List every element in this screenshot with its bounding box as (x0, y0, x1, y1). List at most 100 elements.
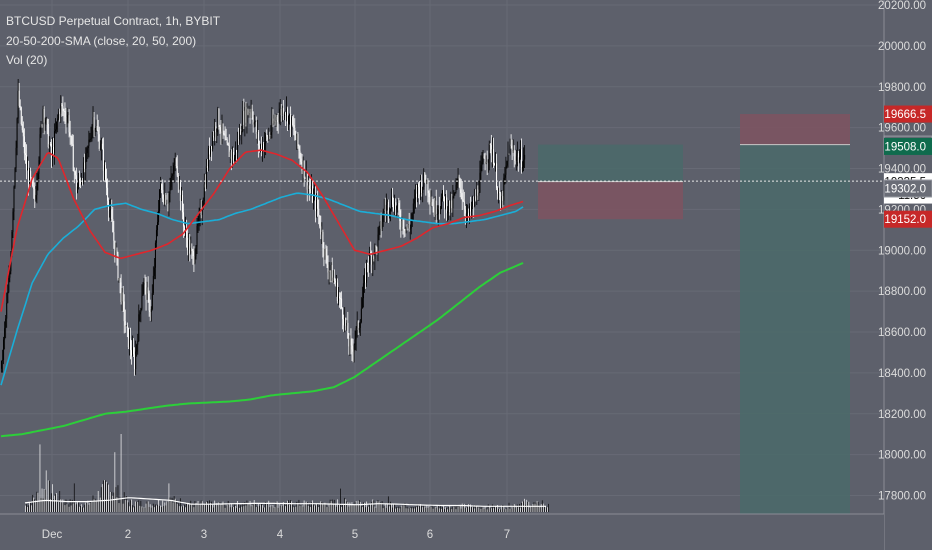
candle-body (377, 234, 379, 252)
volume-bar (40, 497, 42, 512)
candle-body (110, 209, 112, 210)
candle-body (16, 118, 18, 148)
candle-body (507, 153, 509, 162)
volume-bar (282, 502, 284, 512)
volume-bar (99, 497, 101, 512)
candle-body (82, 180, 84, 183)
volume-bar (379, 502, 381, 512)
volume-bar (506, 508, 508, 512)
candle-body (361, 298, 363, 309)
volume-bar (203, 504, 205, 512)
volume-bar (272, 504, 274, 512)
candle-body (28, 168, 30, 184)
volume-bar (419, 506, 420, 512)
volume-bar (77, 501, 78, 512)
candle-body (344, 317, 346, 326)
price-tick-label: 18400.00 (878, 368, 926, 380)
volume-bar (190, 500, 192, 512)
volume-bar (491, 504, 493, 512)
candle-body (155, 230, 157, 243)
volume-bar (73, 483, 75, 512)
candle-body (48, 144, 50, 148)
volume-bar (307, 505, 309, 512)
volume-bar (495, 506, 496, 512)
candle-body (340, 298, 342, 300)
volume-bar (118, 503, 120, 512)
volume-bar (449, 505, 451, 512)
candle-body (322, 231, 324, 248)
volume-bar (375, 507, 377, 512)
volume-bar (174, 498, 176, 512)
candle-body (448, 200, 450, 211)
volume-bar (504, 509, 506, 512)
candle-body (235, 150, 236, 159)
volume-bar (479, 506, 481, 512)
candle-body (244, 106, 246, 125)
price-axis[interactable] (884, 0, 932, 550)
volume-bar (354, 501, 356, 512)
volume-bar (355, 501, 357, 512)
candle-body (107, 187, 109, 201)
candle-body (184, 226, 186, 231)
candle-body (88, 139, 90, 147)
candle-body (178, 182, 180, 184)
volume-bar (303, 500, 305, 512)
volume-legend[interactable]: Vol (20) (6, 53, 48, 67)
candle-body (475, 196, 477, 201)
candle-body (356, 321, 358, 329)
candle-body (33, 185, 35, 189)
candle-body (134, 354, 136, 370)
volume-bar (46, 499, 48, 512)
volume-bar (441, 508, 442, 512)
position-profit-zone[interactable] (740, 144, 850, 514)
sma-legend[interactable]: 20-50-200-SMA (close, 20, 50, 200) (6, 33, 197, 48)
volume-bar (299, 505, 301, 512)
volume-bar (87, 500, 89, 512)
price-tick-label: 18200.00 (878, 409, 926, 421)
candle-body (183, 212, 184, 227)
volume-bar (244, 502, 246, 512)
candle-body (278, 114, 280, 122)
candle-body (67, 115, 69, 118)
volume-bar (25, 505, 26, 512)
volume-bar (252, 504, 254, 512)
volume-bar (188, 504, 190, 512)
position-loss-zone[interactable] (538, 181, 683, 220)
candle-body (20, 107, 22, 125)
volume-bar (57, 499, 59, 512)
position-profit-zone[interactable] (538, 144, 683, 182)
volume-bar (150, 507, 152, 512)
volume-bar (478, 507, 480, 512)
candle-body (388, 211, 390, 213)
candle-body (8, 277, 10, 292)
volume-bar (525, 504, 527, 512)
candle-body (466, 212, 468, 214)
candle-body (194, 256, 196, 263)
candle-body (516, 153, 518, 157)
time-axis[interactable] (0, 514, 884, 550)
volume-bar (157, 504, 158, 512)
candle-body (470, 206, 472, 212)
candle-body (84, 162, 86, 169)
candle-body (144, 281, 146, 283)
candle-body (174, 158, 176, 165)
candle-body (50, 144, 52, 159)
candle-body (371, 254, 373, 265)
candle-body (452, 196, 454, 209)
symbol-legend[interactable]: BTCUSD Perpetual Contract, 1h, BYBIT (6, 14, 221, 28)
candle-body (502, 196, 504, 201)
position-loss-zone[interactable] (740, 114, 850, 145)
candle-body (270, 132, 272, 136)
volume-bar (421, 505, 423, 512)
candle-body (288, 115, 290, 124)
volume-bar (533, 502, 535, 512)
candle-body (177, 175, 179, 184)
candle-body (74, 171, 76, 176)
volume-bar (151, 505, 153, 512)
volume-bar (103, 480, 104, 512)
volume-bar (217, 505, 219, 512)
volume-bar (368, 506, 369, 512)
volume-bar (147, 501, 149, 512)
